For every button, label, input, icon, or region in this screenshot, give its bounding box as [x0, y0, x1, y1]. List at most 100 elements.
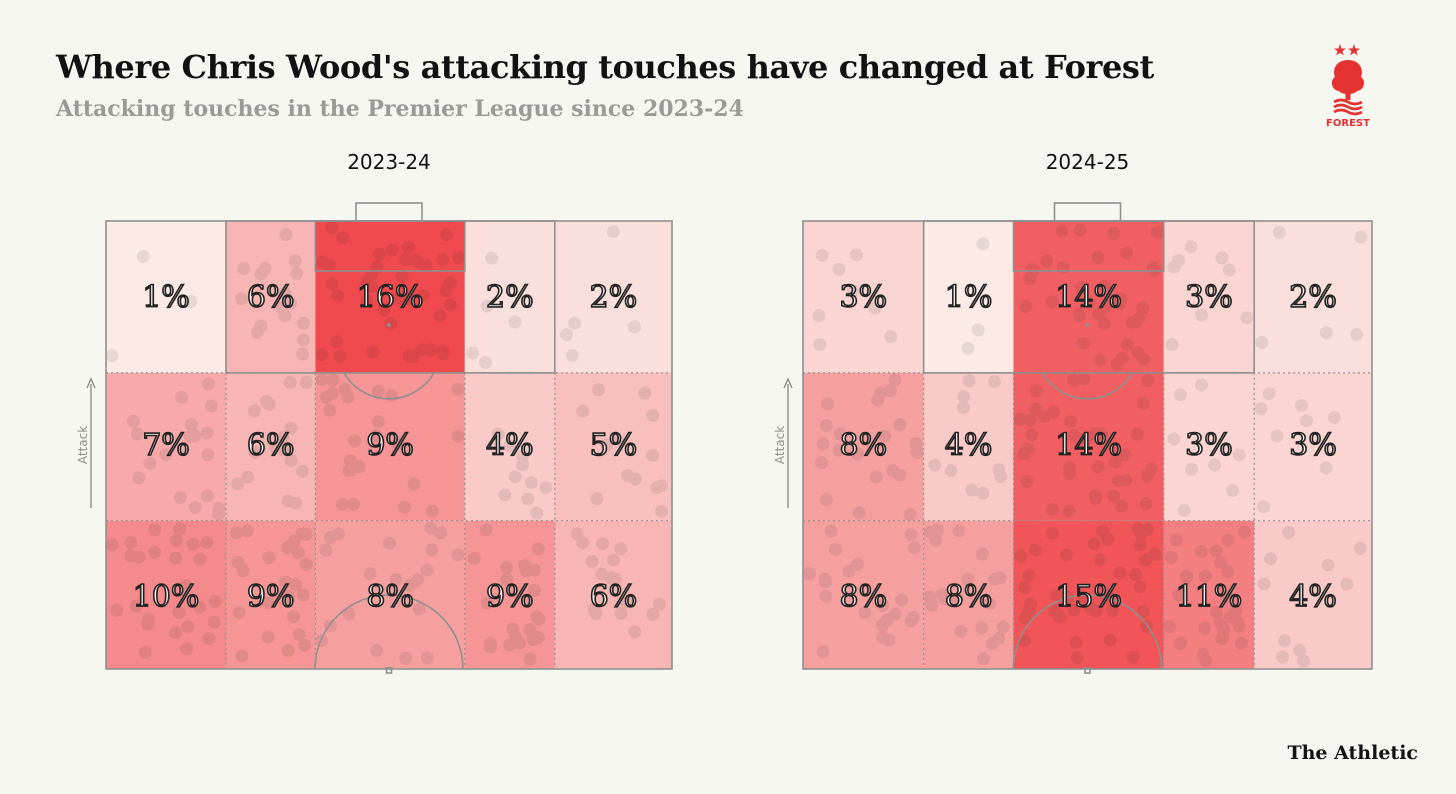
touch-dot — [1088, 489, 1102, 503]
touch-dot — [819, 589, 833, 603]
touch-dot — [1136, 397, 1150, 411]
cell-value-label: 9% — [486, 580, 534, 615]
touch-dot — [610, 432, 624, 446]
touch-dot — [1226, 483, 1240, 497]
touch-dot — [208, 594, 222, 608]
touch-dot — [539, 481, 553, 495]
touch-dot — [105, 538, 119, 552]
touch-dot — [424, 343, 438, 357]
touch-dot — [818, 575, 832, 589]
touch-dot — [1165, 338, 1179, 352]
heat-cell — [803, 372, 924, 521]
touch-dot — [1295, 398, 1309, 412]
touch-dot — [851, 447, 865, 461]
touch-dot — [1046, 405, 1060, 419]
touch-dot — [1254, 402, 1268, 416]
touch-dot — [1107, 226, 1121, 240]
touch-dot — [275, 301, 289, 315]
touch-dot — [1018, 634, 1032, 648]
touch-dot — [1024, 597, 1038, 611]
touch-dot — [281, 494, 295, 508]
touch-dot — [988, 572, 1002, 586]
touch-dot — [653, 597, 667, 611]
touch-dot — [884, 330, 898, 344]
touch-dot — [1198, 569, 1212, 583]
touch-dot — [503, 638, 517, 652]
touch-dot — [874, 386, 888, 400]
touch-dot — [1210, 606, 1224, 620]
touch-dot — [211, 507, 225, 521]
touch-dot — [1270, 429, 1284, 443]
touch-dot — [992, 463, 1006, 477]
touch-dot — [250, 325, 264, 339]
cell-value-label: 3% — [1185, 428, 1233, 463]
touch-dot — [1257, 577, 1271, 591]
touch-dot — [480, 299, 494, 313]
touch-dot — [1141, 523, 1155, 537]
touch-dot — [888, 373, 902, 387]
heat-cell — [225, 520, 316, 669]
touch-dot — [143, 456, 157, 470]
touch-dot — [819, 419, 833, 433]
heat-cell — [106, 520, 226, 669]
touch-dot — [235, 649, 249, 663]
goal — [1053, 202, 1122, 222]
cell-value-label: 8% — [840, 580, 888, 615]
touch-dot — [1093, 353, 1107, 367]
touch-dot — [491, 427, 505, 441]
attack-label: Attack — [76, 426, 90, 464]
touch-dot — [343, 454, 357, 468]
touch-dot — [186, 537, 200, 551]
touch-dot — [1091, 460, 1105, 474]
touch-dot — [1174, 636, 1188, 650]
touch-dot — [212, 502, 226, 516]
touch-dot — [1297, 654, 1311, 668]
touch-dot — [366, 345, 380, 359]
centre-circle — [314, 594, 464, 670]
touch-dot — [802, 567, 816, 581]
touch-dot — [951, 593, 965, 607]
touch-dot — [385, 243, 399, 257]
touch-dot — [126, 414, 140, 428]
touch-dot — [935, 588, 949, 602]
touch-dot — [372, 247, 386, 261]
cell-value-label: 5% — [590, 428, 638, 463]
cell-value-label: 4% — [486, 428, 534, 463]
touch-dot — [315, 373, 329, 387]
touch-dot — [515, 450, 529, 464]
touch-dot — [323, 403, 337, 417]
touch-dot — [1172, 254, 1186, 268]
touch-dot — [876, 631, 890, 645]
touch-dot — [893, 418, 907, 432]
touch-dot — [444, 275, 458, 289]
touch-dot — [815, 248, 829, 262]
heat-cell — [1163, 372, 1255, 521]
touch-dot — [595, 567, 609, 581]
touch-dot — [1096, 524, 1110, 538]
touch-dot — [852, 506, 866, 520]
touch-dot — [1278, 634, 1292, 648]
touch-dot — [281, 589, 295, 603]
heat-cell — [464, 221, 555, 373]
touch-dot — [479, 355, 493, 369]
touch-dot — [1114, 292, 1128, 306]
touch-dot — [299, 557, 313, 571]
touch-dot — [451, 548, 465, 562]
touch-dot — [1232, 619, 1246, 633]
touch-dot — [952, 524, 966, 538]
penalty-spot — [387, 323, 391, 327]
heat-cell — [225, 372, 316, 521]
touch-dot — [1046, 295, 1060, 309]
touch-dot — [925, 598, 939, 612]
cell-value-label: 1% — [945, 280, 993, 315]
touch-dot — [500, 572, 514, 586]
touch-dot — [1097, 279, 1111, 293]
touch-dot — [420, 651, 434, 665]
touch-dot — [585, 554, 599, 568]
touch-dot — [996, 620, 1010, 634]
touch-dot — [528, 631, 542, 645]
touch-dot — [433, 309, 447, 323]
touch-dot — [352, 460, 366, 474]
touch-dot — [315, 348, 329, 362]
pitch-2023-24: 2023-24 Attack 1% 6% 16% 2% 2% 7% 6% 9% 4% 5% 10% 9% 8… — [76, 150, 673, 674]
